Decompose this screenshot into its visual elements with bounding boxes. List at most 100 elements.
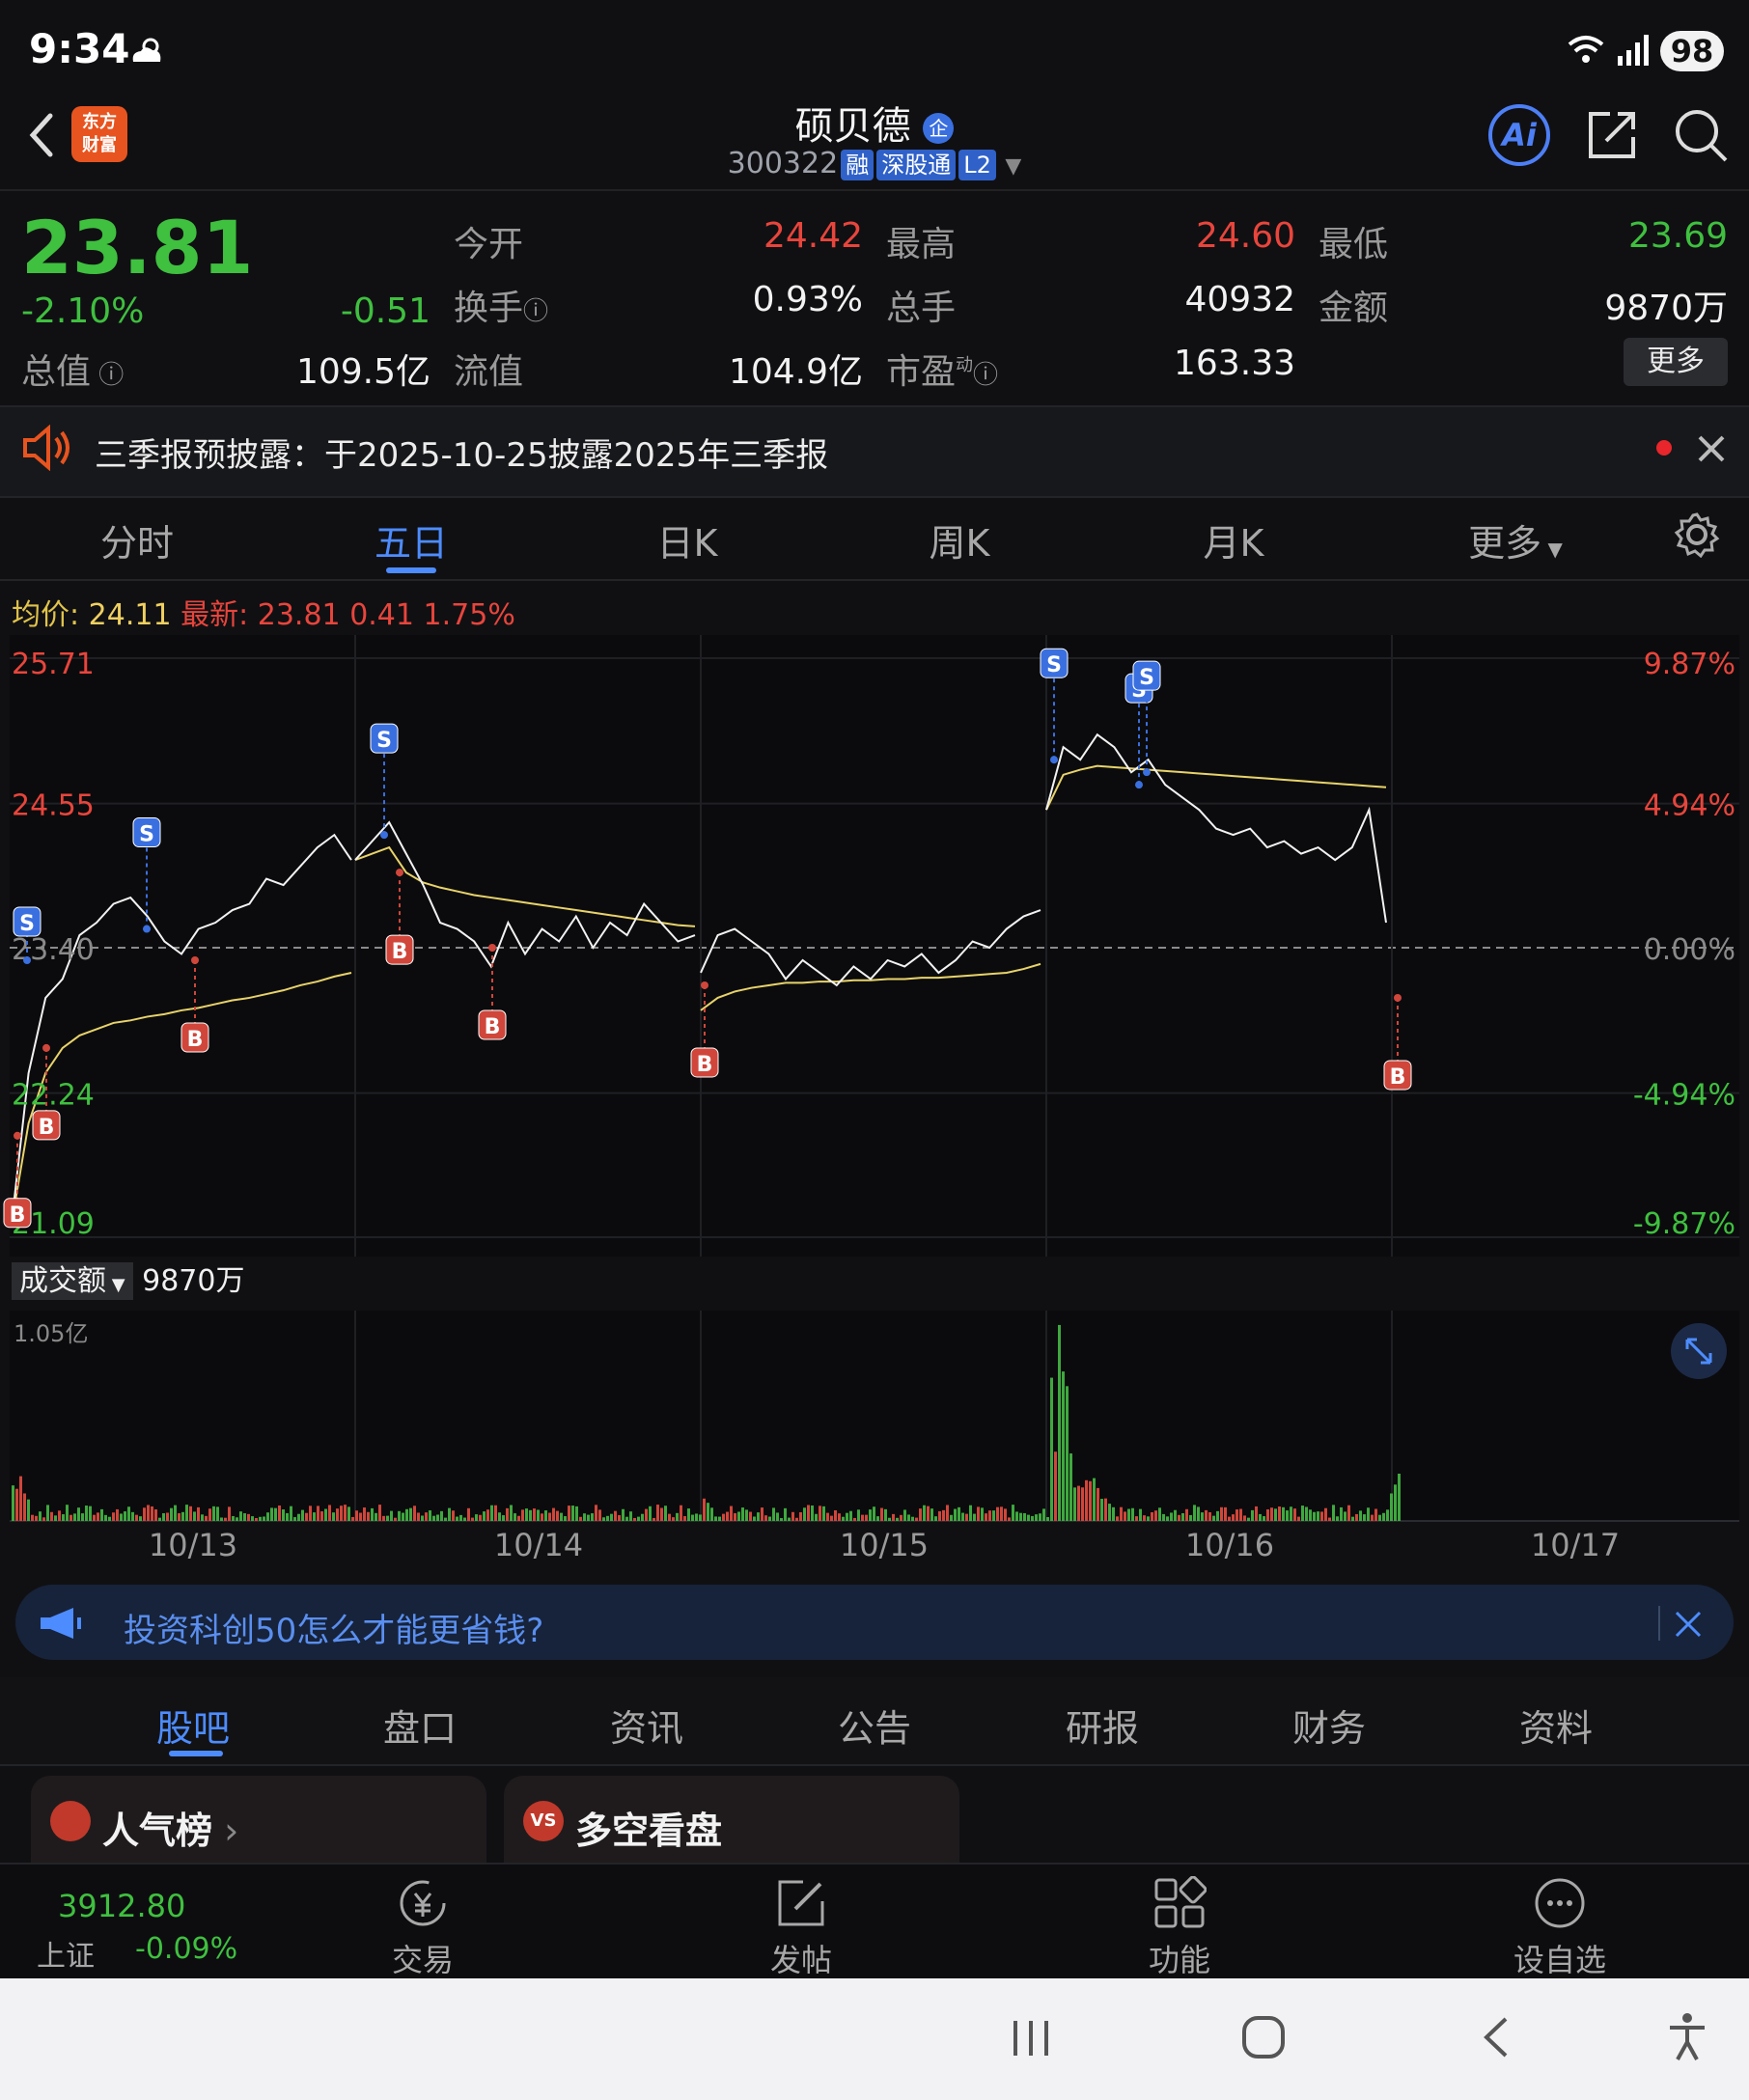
ad-text[interactable]: 投资科创50怎么才能更省钱? bbox=[124, 1612, 544, 1650]
volume-bar bbox=[1093, 1478, 1096, 1521]
ad-close-icon[interactable] bbox=[1674, 1610, 1703, 1639]
home-icon[interactable] bbox=[1239, 2013, 1288, 2061]
tab-orderbook[interactable]: 盘口 bbox=[382, 1707, 457, 1750]
volume-bar bbox=[1000, 1506, 1003, 1521]
marker-letter: B bbox=[1390, 1065, 1406, 1090]
volume-bar bbox=[100, 1508, 103, 1521]
volume-bar bbox=[718, 1516, 721, 1521]
marker-letter: S bbox=[139, 823, 154, 847]
tab-guba[interactable]: 股吧 bbox=[155, 1707, 230, 1750]
marker-dot bbox=[23, 955, 31, 964]
volume-bar bbox=[988, 1510, 991, 1521]
watchlist-label[interactable]: 设自选 bbox=[1513, 1942, 1606, 1978]
five-day-chart[interactable]: 25.7124.5523.4022.2421.099.87%4.94%0.00%… bbox=[0, 579, 1749, 1573]
post-icon[interactable] bbox=[774, 1876, 828, 1930]
bottom-toolbar bbox=[0, 1863, 1749, 1980]
volume-metric-dropdown[interactable]: 成交额 ▼ bbox=[12, 1262, 133, 1300]
tab-announcements[interactable]: 公告 bbox=[837, 1707, 911, 1750]
volume-bar bbox=[1039, 1513, 1041, 1521]
y-right-tick: -9.87% bbox=[1633, 1207, 1735, 1241]
volume-bar bbox=[764, 1515, 767, 1521]
volume-bar bbox=[1046, 1517, 1049, 1521]
index-change[interactable]: -0.09% bbox=[135, 1932, 238, 1966]
index-name[interactable]: 上证 bbox=[37, 1940, 95, 1974]
volume-bar bbox=[255, 1517, 258, 1521]
app-logo[interactable]: 东方 财富 bbox=[71, 106, 127, 162]
tab-news[interactable]: 资讯 bbox=[609, 1707, 683, 1750]
ai-button[interactable]: Ai bbox=[1488, 104, 1550, 166]
volume-bar bbox=[386, 1515, 389, 1521]
tab-financials[interactable]: 财务 bbox=[1291, 1707, 1366, 1750]
tab-intraday[interactable]: 分时 bbox=[99, 522, 174, 565]
volume-bar bbox=[290, 1506, 292, 1521]
tab-research[interactable]: 研报 bbox=[1065, 1707, 1139, 1750]
trade-label[interactable]: 交易 bbox=[391, 1942, 454, 1978]
recent-apps-icon[interactable] bbox=[1010, 2017, 1052, 2059]
more-button[interactable]: 更多 bbox=[1624, 338, 1728, 386]
volume-bar bbox=[1151, 1511, 1153, 1521]
pe-label[interactable]: 市盈动ⓘ bbox=[886, 352, 999, 392]
market-cap-label[interactable]: 总值 ⓘ bbox=[21, 352, 125, 392]
volume-bar bbox=[1027, 1514, 1030, 1521]
volume-bar bbox=[73, 1513, 76, 1521]
tab-five-day[interactable]: 五日 bbox=[374, 522, 448, 565]
volume-bar bbox=[637, 1516, 640, 1521]
volume-bar bbox=[985, 1513, 987, 1521]
dropdown-icon[interactable]: ▼ bbox=[1005, 154, 1022, 179]
tab-profile[interactable]: 资料 bbox=[1518, 1707, 1593, 1750]
functions-grid-icon[interactable] bbox=[1152, 1876, 1207, 1930]
ad-banner[interactable] bbox=[15, 1585, 1734, 1660]
stock-code-row[interactable]: 300322 融深股通 L2 ▼ bbox=[0, 147, 1749, 180]
functions-label[interactable]: 功能 bbox=[1148, 1942, 1210, 1978]
share-icon[interactable] bbox=[1583, 106, 1641, 164]
volume-bar bbox=[1081, 1487, 1084, 1521]
back-icon[interactable] bbox=[17, 106, 66, 164]
volume-bar bbox=[239, 1511, 242, 1521]
volume-bar bbox=[888, 1517, 891, 1521]
volume-bar bbox=[139, 1516, 142, 1521]
volume-bar bbox=[351, 1516, 354, 1521]
turnover-value: 0.93% bbox=[752, 280, 863, 319]
bull-bear-label[interactable]: 多空看盘 bbox=[575, 1810, 723, 1852]
volume-bar bbox=[710, 1507, 713, 1521]
turnover-label[interactable]: 换手ⓘ bbox=[454, 289, 549, 328]
volume-bar bbox=[1232, 1514, 1235, 1521]
index-value[interactable]: 3912.80 bbox=[58, 1888, 186, 1924]
tab-daily-k[interactable]: 日K bbox=[656, 522, 718, 565]
settings-gear-icon[interactable] bbox=[1674, 511, 1720, 558]
volume-bar bbox=[745, 1509, 748, 1521]
volume-bar bbox=[359, 1512, 362, 1521]
nav-back-icon[interactable] bbox=[1477, 2015, 1515, 2059]
marker-letter: B bbox=[485, 1015, 501, 1039]
close-icon[interactable] bbox=[1697, 434, 1726, 463]
volume-bar bbox=[1374, 1508, 1377, 1521]
volume-bar bbox=[104, 1514, 107, 1521]
volume-bar bbox=[521, 1509, 524, 1521]
speaker-icon bbox=[23, 425, 69, 471]
accessibility-icon[interactable] bbox=[1666, 2011, 1708, 2063]
y-right-tick: -4.94% bbox=[1633, 1079, 1735, 1113]
tag-margin: 融 bbox=[841, 150, 874, 180]
volume-bar bbox=[903, 1509, 906, 1521]
more-dots-icon[interactable] bbox=[1533, 1876, 1587, 1930]
volume-value: 40932 bbox=[1184, 280, 1295, 319]
notice-bar[interactable] bbox=[0, 405, 1749, 498]
price-line-10/15 bbox=[700, 909, 1041, 987]
notice-text[interactable]: 三季报预披露：于2025-10-25披露2025年三季报 bbox=[95, 436, 829, 475]
tab-more[interactable]: 更多 ▼ bbox=[1468, 522, 1563, 565]
volume-bar bbox=[1263, 1516, 1265, 1521]
tab-monthly-k[interactable]: 月K bbox=[1203, 522, 1264, 565]
search-icon[interactable] bbox=[1672, 106, 1730, 164]
volume-bar bbox=[409, 1507, 412, 1521]
volume-bar bbox=[1120, 1506, 1123, 1521]
volume-bar bbox=[1166, 1516, 1169, 1521]
tab-weekly-k[interactable]: 周K bbox=[929, 522, 990, 565]
volume-bar bbox=[737, 1511, 740, 1521]
post-label[interactable]: 发帖 bbox=[769, 1942, 832, 1978]
popularity-label[interactable]: 人气榜 › bbox=[102, 1810, 239, 1852]
volume-bar bbox=[135, 1514, 138, 1521]
expand-icon[interactable] bbox=[1670, 1322, 1728, 1380]
trade-icon[interactable] bbox=[396, 1876, 450, 1930]
volume-selector[interactable]: 成交额 ▼ 9870万 bbox=[12, 1260, 244, 1303]
volume-bar bbox=[525, 1508, 528, 1521]
